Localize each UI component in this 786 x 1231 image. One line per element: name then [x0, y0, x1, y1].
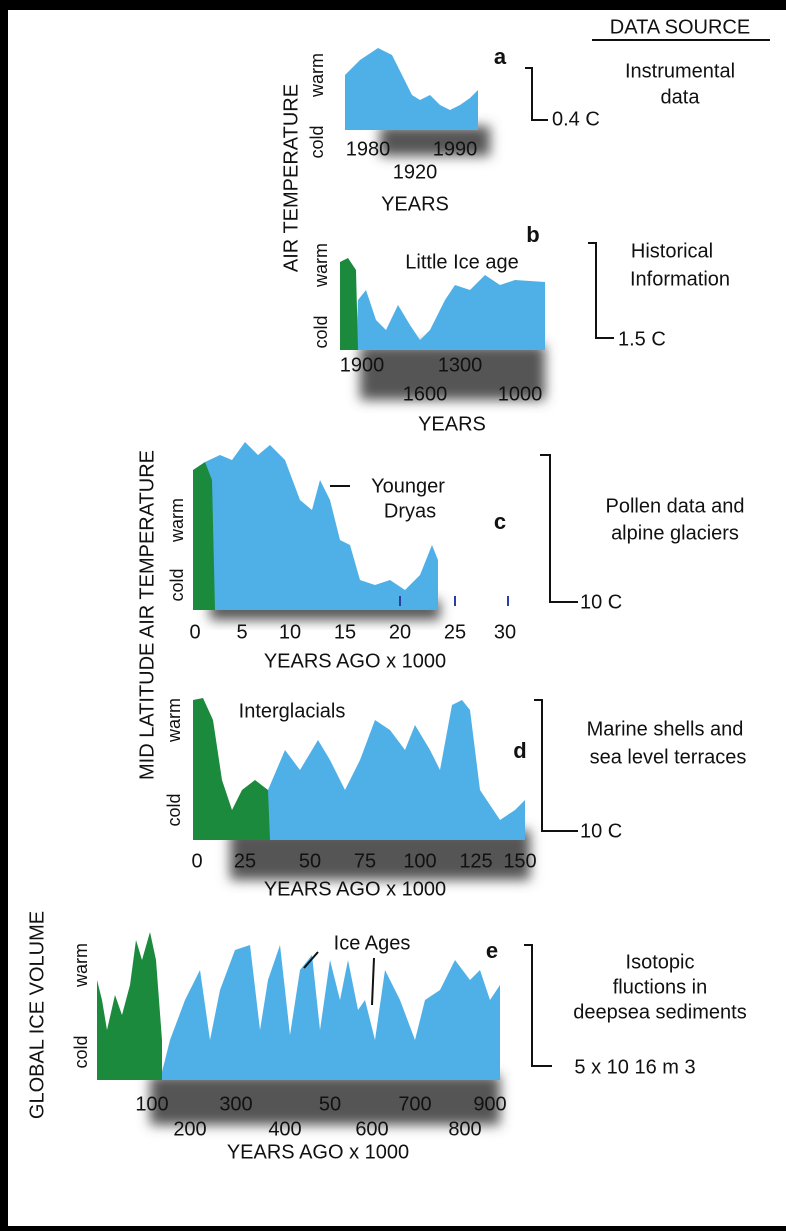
curve [193, 698, 270, 840]
axis-label: YEARS [381, 193, 449, 215]
tick-label: 1980 [346, 138, 391, 160]
source-text: Pollen data and [605, 495, 744, 517]
source-text: Isotopic [626, 951, 695, 973]
warm-label: warm [307, 53, 327, 98]
source-text: Marine shells and [587, 718, 744, 740]
annotation: Little Ice age [405, 251, 518, 273]
tick-label: 50 [319, 1093, 341, 1115]
pointer [303, 951, 319, 969]
axis-label: YEARS AGO x 1000 [227, 1141, 409, 1163]
scale-bracket [540, 454, 578, 603]
curve [97, 932, 162, 1080]
tick-label: 100 [135, 1093, 168, 1115]
shadow [380, 126, 490, 156]
tick-label: 0 [191, 850, 202, 872]
side-title: MID LATITUDE AIR TEMPERATURE [136, 450, 158, 780]
tick-label: 900 [473, 1093, 506, 1115]
cold-label: cold [164, 793, 184, 826]
panel-letter: a [494, 44, 507, 69]
tick-label: 30 [494, 621, 516, 643]
axis-label: YEARS AGO x 1000 [264, 650, 446, 672]
source-text: Instrumental [625, 60, 735, 82]
tick-label: 200 [173, 1118, 206, 1140]
scale-bracket [534, 699, 578, 832]
shadow [150, 1075, 500, 1125]
tick-label: 1990 [433, 138, 478, 160]
warm-label: warm [164, 698, 184, 743]
source-text: data [661, 86, 701, 108]
warm-label: warm [167, 498, 187, 543]
cold-label: cold [307, 125, 327, 158]
tick-label: 5 [236, 621, 247, 643]
source-text: Historical [631, 240, 713, 262]
tick-label: 50 [299, 850, 321, 872]
axis-label: YEARS AGO x 1000 [264, 878, 446, 900]
scale-bracket [524, 944, 552, 1067]
scale-label: 1.5 C [618, 328, 666, 350]
cold-label: cold [167, 568, 187, 601]
source-text: deepsea sediments [573, 1001, 746, 1023]
tick-label: 1900 [340, 354, 385, 376]
tick-label: 600 [355, 1118, 388, 1140]
tick-label: 150 [503, 850, 536, 872]
cold-label: cold [311, 315, 331, 348]
source-text: Information [630, 268, 730, 290]
warm-label: warm [311, 243, 331, 288]
annotation: Interglacials [239, 700, 346, 722]
source-text: sea level terraces [590, 746, 747, 768]
curve [265, 700, 525, 840]
tick-labels: 100 300 50 700 900 200 400 600 800 [135, 1093, 506, 1140]
panel-letter: e [486, 938, 498, 963]
scale-label: 10 C [580, 591, 622, 613]
tick-label: 1920 [393, 161, 438, 183]
tick-label: 300 [219, 1093, 252, 1115]
annotation: Younger [371, 475, 445, 497]
tick-labels: 0 25 50 75 100 125 150 [191, 850, 536, 872]
tick-label: 1000 [498, 383, 543, 405]
scale-label: 0.4 C [552, 108, 600, 130]
tick-label: 125 [459, 850, 492, 872]
tick-label: 0 [189, 621, 200, 643]
tick-label: 700 [398, 1093, 431, 1115]
tick-label: 75 [354, 850, 376, 872]
side-title: GLOBAL ICE VOLUME [26, 911, 48, 1119]
tick-label: 400 [268, 1118, 301, 1140]
tick-labels: 0 5 10 15 20 25 30 [189, 621, 516, 643]
curve [193, 462, 215, 610]
curve [356, 275, 545, 350]
panel-letter: b [526, 222, 539, 247]
curve [340, 258, 358, 350]
pointer [371, 957, 375, 1006]
annotation: Ice Ages [334, 932, 411, 954]
scale-bracket [525, 67, 548, 121]
side-title: AIR TEMPERATURE [280, 84, 302, 272]
tick-label: 25 [444, 621, 466, 643]
scale-bracket [588, 242, 614, 339]
tick-label: 100 [403, 850, 436, 872]
annotation: Dryas [384, 500, 436, 522]
panel-letter: c [494, 509, 506, 534]
tick-label: 800 [448, 1118, 481, 1140]
tick-label: 10 [279, 621, 301, 643]
tick-label: 1600 [403, 383, 448, 405]
panel-letter: d [513, 738, 526, 763]
tick-marks [399, 596, 509, 606]
source-text: alpine glaciers [611, 522, 739, 544]
tick-label: 1300 [438, 354, 483, 376]
warm-label: warm [71, 943, 91, 988]
scale-label: 5 x 10 16 m 3 [574, 1056, 695, 1078]
tick-label: 20 [389, 621, 411, 643]
curve [205, 442, 438, 610]
tick-label: 25 [234, 850, 256, 872]
data-source-heading: DATA SOURCE [610, 16, 750, 38]
curve [345, 48, 478, 130]
tick-label: 15 [334, 621, 356, 643]
curve [160, 945, 500, 1080]
shadow [360, 345, 545, 400]
cold-label: cold [71, 1035, 91, 1068]
axis-label: YEARS [418, 413, 486, 435]
source-text: fluctions in [613, 976, 708, 998]
scale-label: 10 C [580, 820, 622, 842]
